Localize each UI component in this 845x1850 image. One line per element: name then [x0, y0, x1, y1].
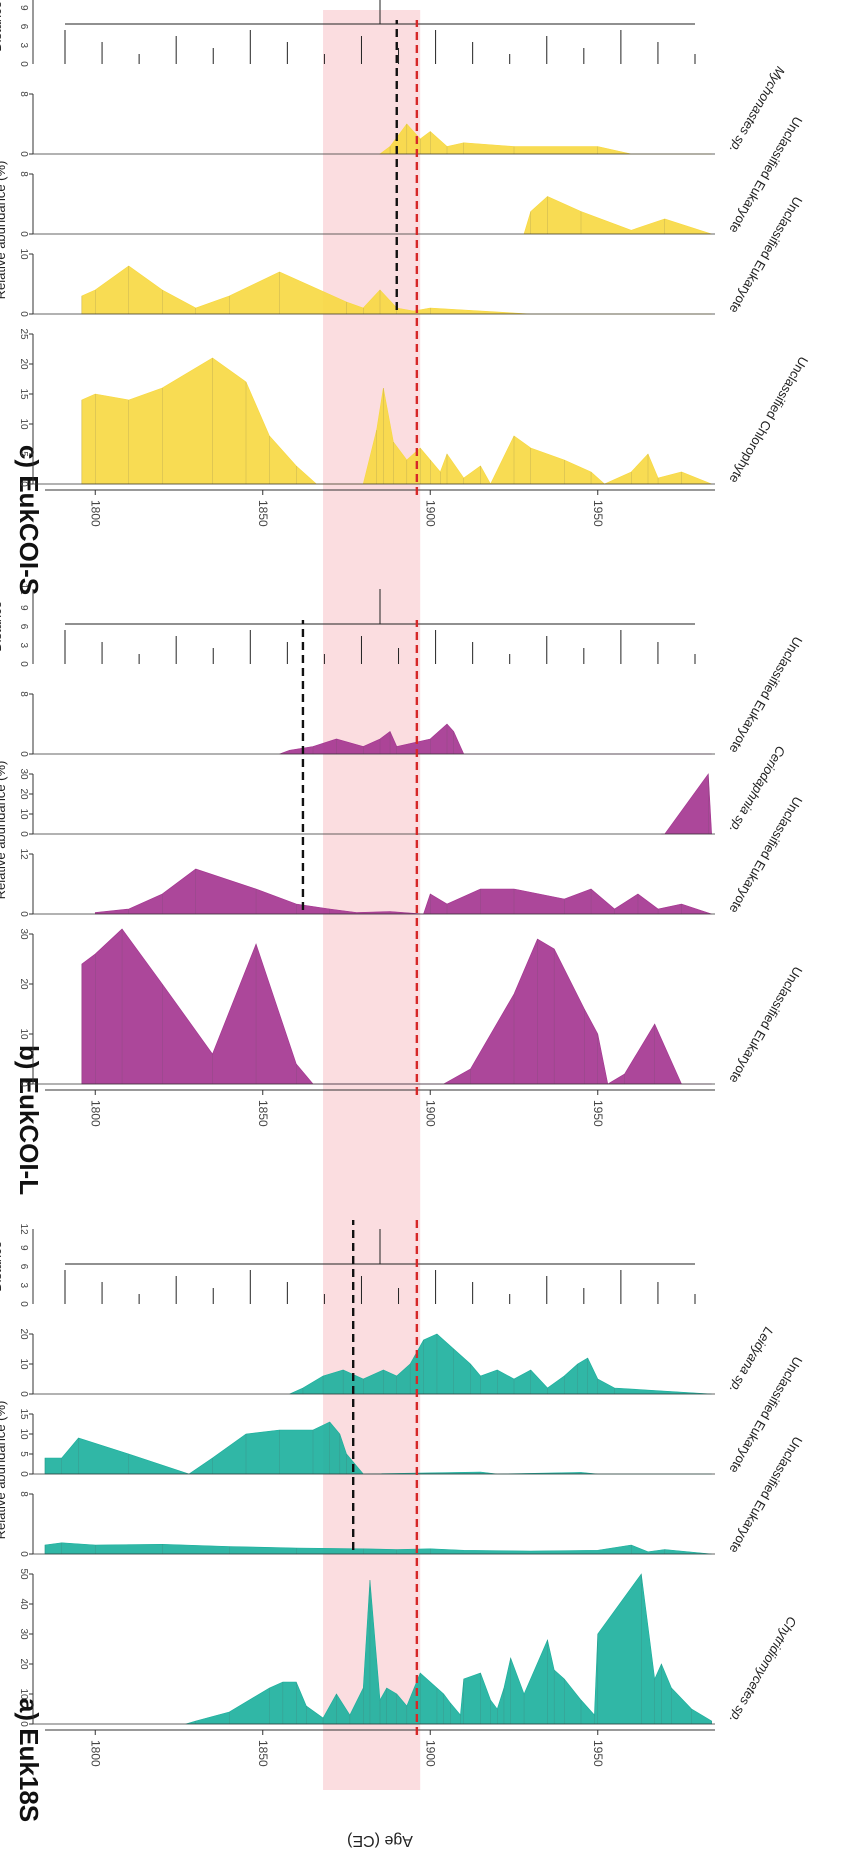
- panel-title-text: a) Euk18S: [14, 1698, 44, 1822]
- abundance-tick-label: 8: [18, 691, 29, 697]
- panel-title: b) EukCOI-L: [14, 1045, 44, 1195]
- abundance-area: [279, 723, 712, 755]
- dendrogram-tick-label: 3: [18, 42, 29, 48]
- xlabel-relative-abundance: Relative abundance (%): [0, 761, 8, 900]
- panel-title-text: c) EukCOI-S: [14, 445, 44, 595]
- age-axis-label: Age (CE): [347, 1832, 413, 1849]
- panel-title: c) EukCOI-S: [14, 445, 44, 595]
- dendrogram-label: Distance: [0, 601, 4, 652]
- dendrogram-label: Distance: [0, 1, 4, 52]
- abundance-tick-label: 50: [18, 1568, 29, 1580]
- abundance-tick-label: 10: [18, 248, 29, 260]
- abundance-tick-label: 20: [18, 358, 29, 370]
- dendrogram-tick-label: 0: [18, 661, 29, 667]
- age-tick-label: 1900: [423, 500, 437, 527]
- dendrogram-tick-label: 12: [18, 583, 29, 595]
- dendrogram-tick-label: 9: [18, 5, 29, 11]
- abundance-tick-label: 0: [18, 1721, 29, 1727]
- abundance-tick-label: 0: [18, 831, 29, 837]
- abundance-tick-label: 20: [18, 1328, 29, 1340]
- abundance-tick-label: 12: [18, 848, 29, 860]
- age-tick-label: 1850: [256, 1740, 270, 1767]
- abundance-tick-label: 0: [18, 481, 29, 487]
- abundance-tick-label: 0: [18, 751, 29, 757]
- series-name: Unclassified Eukaryote: [726, 964, 805, 1086]
- abundance-tick-label: 0: [18, 151, 29, 157]
- dendrogram-tick-label: 12: [18, 1223, 29, 1235]
- abundance-area: [81, 357, 712, 485]
- age-tick-label: 1800: [88, 1100, 102, 1127]
- abundance-tick-label: 8: [18, 91, 29, 97]
- panel-title-text: b) EukCOI-L: [14, 1045, 44, 1195]
- abundance-tick-label: 0: [18, 911, 29, 917]
- abundance-area: [379, 123, 712, 155]
- abundance-area: [523, 196, 712, 235]
- age-tick-label: 1900: [423, 1740, 437, 1767]
- age-tick-label: 1950: [591, 1100, 605, 1127]
- abundance-tick-label: 20: [18, 788, 29, 800]
- dendrogram-tick-label: 6: [18, 24, 29, 30]
- dendrogram-tick-label: 3: [18, 1282, 29, 1288]
- abundance-tick-label: 8: [18, 1491, 29, 1497]
- dendrogram-tick-label: 9: [18, 605, 29, 611]
- abundance-tick-label: 5: [18, 451, 29, 457]
- age-tick-label: 1800: [88, 500, 102, 527]
- abundance-tick-label: 8: [18, 171, 29, 177]
- dendrogram-tick-label: 0: [18, 61, 29, 67]
- series-name: Unclassified Chlorophyte: [726, 354, 811, 486]
- age-tick-label: 1900: [423, 1100, 437, 1127]
- abundance-area: [289, 1333, 712, 1395]
- age-tick-label: 1800: [88, 1740, 102, 1767]
- abundance-tick-label: 0: [18, 1551, 29, 1557]
- age-tick-label: 1950: [591, 500, 605, 527]
- dendrogram-label: Distance: [0, 1241, 4, 1292]
- abundance-tick-label: 0: [18, 311, 29, 317]
- abundance-tick-label: 30: [18, 1628, 29, 1640]
- abundance-tick-label: 0: [18, 1081, 29, 1087]
- dendrogram: 0 3 6 9 12 Distance: [0, 583, 696, 667]
- abundance-tick-label: 10: [18, 1028, 29, 1040]
- series-name: Chytridiomycetes sp.: [726, 1614, 799, 1726]
- abundance-tick-label: 20: [18, 978, 29, 990]
- dendrogram-tick-label: 6: [18, 1264, 29, 1270]
- abundance-tick-label: 25: [18, 328, 29, 340]
- dendrogram-tick-label: 6: [18, 624, 29, 630]
- abundance-area: [185, 1573, 712, 1725]
- abundance-tick-label: 30: [18, 928, 29, 940]
- abundance-tick-label: 0: [18, 1471, 29, 1477]
- abundance-tick-label: 10: [18, 1428, 29, 1440]
- abundance-tick-label: 20: [18, 1658, 29, 1670]
- abundance-tick-label: 5: [18, 1451, 29, 1457]
- xlabel-relative-abundance: Relative abundance (%): [0, 1401, 8, 1540]
- abundance-tick-label: 30: [18, 768, 29, 780]
- dendrogram: 0 3 6 9 12 Distance: [0, 1223, 696, 1307]
- abundance-tick-label: 10: [18, 1688, 29, 1700]
- dendrogram-tick-label: 9: [18, 1245, 29, 1251]
- age-tick-label: 1950: [591, 1740, 605, 1767]
- abundance-tick-label: 10: [18, 418, 29, 430]
- abundance-area: [661, 773, 712, 835]
- dendrogram-tick-label: 3: [18, 642, 29, 648]
- abundance-tick-label: 0: [18, 231, 29, 237]
- abundance-tick-label: 15: [18, 1408, 29, 1420]
- abundance-tick-label: 15: [18, 388, 29, 400]
- dendrogram-tick-label: 0: [18, 1301, 29, 1307]
- abundance-tick-label: 10: [18, 808, 29, 820]
- figure-content: a) Euk18S 195019001850180001020304050Chyt…: [0, 0, 811, 1849]
- age-tick-label: 1850: [256, 500, 270, 527]
- abundance-tick-label: 40: [18, 1598, 29, 1610]
- panel-title: a) Euk18S: [14, 1698, 44, 1822]
- series-name: Leidyana sp.: [726, 1325, 776, 1396]
- abundance-tick-label: 0: [18, 1391, 29, 1397]
- xlabel-relative-abundance: Relative abundance (%): [0, 161, 8, 300]
- age-tick-label: 1850: [256, 1100, 270, 1127]
- shaded-interval: [323, 10, 421, 1790]
- series-name: Unclassified Eukaryote: [726, 634, 805, 756]
- abundance-area: [44, 1542, 712, 1555]
- abundance-tick-label: 10: [18, 1358, 29, 1370]
